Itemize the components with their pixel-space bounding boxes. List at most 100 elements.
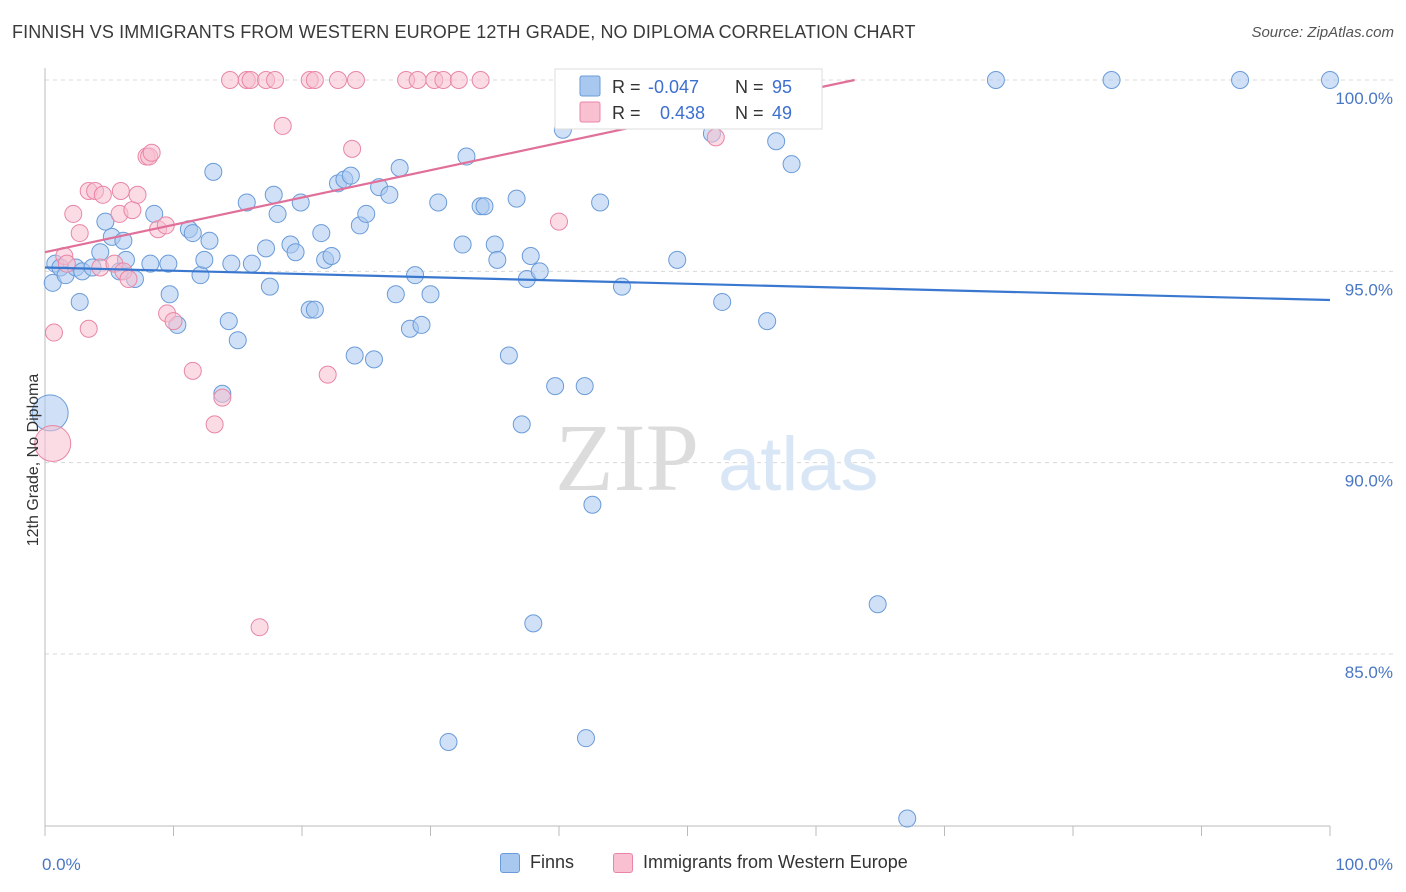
finns-point: [546, 377, 565, 396]
finns-point: [200, 231, 219, 250]
immigrants-point: [142, 143, 161, 162]
watermark-zip: ZIP: [555, 404, 699, 511]
y-tick-label: 95.0%: [1345, 280, 1393, 299]
stats-r-value-pink: 0.438: [660, 103, 705, 123]
immigrants-point: [119, 269, 138, 288]
y-tick-label: 90.0%: [1345, 472, 1393, 491]
finns-point: [386, 285, 405, 304]
finns-point: [345, 346, 364, 365]
immigrants-point: [318, 365, 337, 384]
immigrants-point: [128, 185, 147, 204]
finns-point: [228, 331, 247, 350]
finns-point: [576, 729, 595, 748]
immigrants-point: [221, 71, 240, 89]
finns-point: [160, 285, 179, 304]
finns-point: [583, 495, 602, 514]
finns-point: [421, 285, 440, 304]
x-tick-label: 0.0%: [42, 855, 81, 874]
finns-point: [591, 193, 610, 212]
finns-point: [485, 235, 504, 254]
x-tick-label: 100.0%: [1335, 855, 1393, 874]
finns-point: [512, 415, 531, 434]
immigrants-point: [449, 71, 468, 89]
immigrants-point: [434, 71, 453, 89]
finns-point: [305, 300, 324, 319]
finns-point: [268, 204, 287, 223]
finns-point: [219, 312, 238, 331]
finns-point: [286, 243, 305, 262]
immigrants-point: [183, 361, 202, 380]
finns-point: [183, 224, 202, 243]
finns-point: [341, 166, 360, 185]
immigrants-point: [706, 128, 725, 147]
immigrants-point: [471, 71, 490, 89]
chart-title: FINNISH VS IMMIGRANTS FROM WESTERN EUROP…: [12, 22, 916, 42]
finns-point: [364, 350, 383, 369]
finns-point: [499, 346, 518, 365]
immigrants-point: [79, 319, 98, 338]
finns-point: [713, 292, 732, 311]
finns-point: [898, 809, 917, 828]
stats-legend: R = -0.047 N = 95 R = 0.438 N = 49: [554, 68, 823, 130]
legend-item-immigrants: Immigrants from Western Europe: [613, 852, 908, 873]
finns-point: [412, 315, 431, 334]
finns-point: [70, 292, 89, 311]
immigrants-point: [123, 201, 142, 220]
finns-point: [242, 254, 261, 273]
immigrants-point: [250, 618, 269, 637]
stats-r-label-pink: R =: [612, 103, 641, 123]
immigrants-point: [93, 185, 112, 204]
y-tick-label: 85.0%: [1345, 663, 1393, 682]
immigrants-point: [241, 71, 260, 89]
finns-point: [453, 235, 472, 254]
finns-point: [758, 312, 777, 331]
immigrants-point: [70, 224, 89, 243]
finns-point: [222, 254, 241, 273]
stats-n-value-blue: 95: [772, 77, 792, 97]
finns-point: [488, 250, 507, 269]
finns-point: [429, 193, 448, 212]
finns-point: [322, 247, 341, 266]
finns-point: [668, 250, 687, 269]
finns-point: [782, 155, 801, 174]
finns-point: [507, 189, 526, 208]
finns-point: [159, 254, 178, 273]
stats-n-label-pink: N =: [735, 103, 764, 123]
source-label: Source: ZipAtlas.com: [1251, 24, 1394, 41]
finns-point: [612, 277, 631, 296]
finns-point: [475, 197, 494, 216]
legend-swatch-immigrants: [613, 852, 633, 873]
finns-point: [141, 254, 160, 273]
immigrants-point: [343, 139, 362, 158]
immigrants-point: [266, 71, 285, 89]
legend-label-immigrants: Immigrants from Western Europe: [643, 852, 908, 872]
y-axis-label: 12th Grade, No Diploma: [25, 374, 42, 547]
immigrants-point: [44, 323, 63, 342]
legend-item-finns: Finns: [500, 852, 574, 873]
immigrants-point: [205, 415, 224, 434]
finns-point: [1231, 71, 1250, 89]
finns-point: [390, 159, 409, 178]
finns-point: [312, 224, 331, 243]
finns-point: [767, 132, 786, 151]
immigrants-point: [346, 71, 365, 89]
stats-r-value-blue: -0.047: [648, 77, 699, 97]
finns-point: [264, 185, 283, 204]
finns-point: [91, 243, 110, 262]
legend-label-finns: Finns: [530, 852, 575, 872]
finns-point: [357, 204, 376, 223]
finns-point: [204, 162, 223, 181]
immigrants-point: [305, 71, 324, 89]
immigrants-point: [57, 254, 76, 273]
stats-legend-swatch-blue: [579, 75, 601, 97]
immigrants-point: [111, 181, 130, 200]
finns-point: [1102, 71, 1121, 89]
gridlines: [45, 79, 1395, 655]
stats-r-label-blue: R =: [612, 77, 641, 97]
finns-point: [986, 71, 1005, 89]
finns-point: [868, 595, 887, 614]
finns-point: [575, 377, 594, 396]
immigrants-point: [34, 425, 72, 463]
finns-point: [524, 614, 543, 633]
